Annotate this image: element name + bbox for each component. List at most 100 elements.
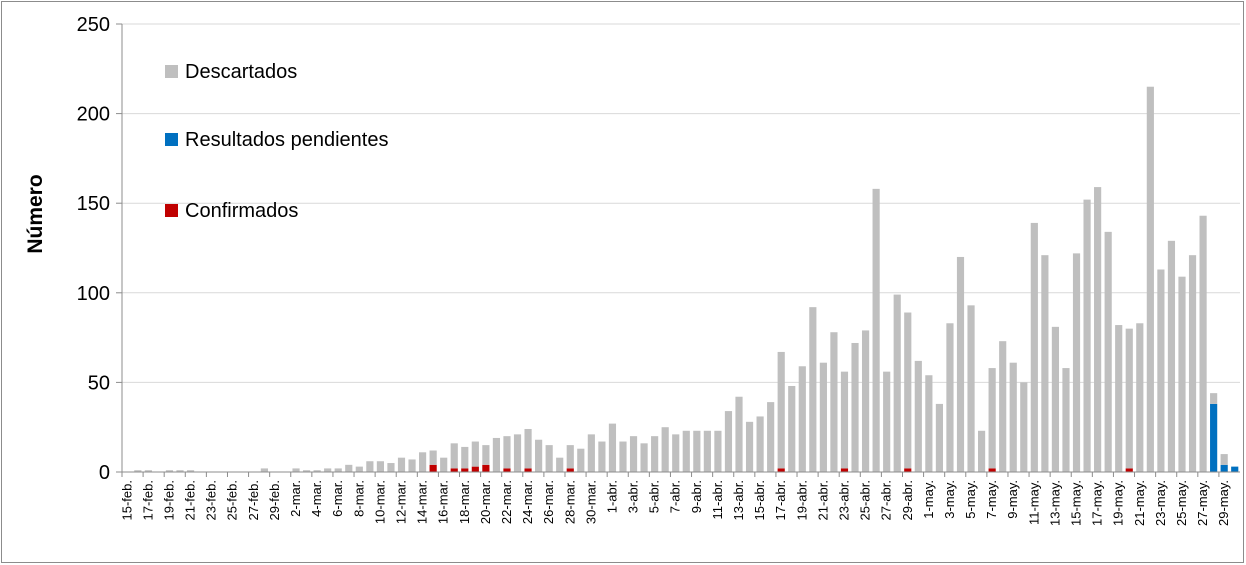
bar-descartados (1125, 328, 1133, 469)
x-tick-label: 23-may. (1153, 480, 1168, 526)
x-tick-label: 7-may. (984, 480, 999, 519)
y-axis-label: Número (24, 174, 47, 253)
bar-descartados (724, 411, 733, 472)
bar-descartados (1136, 323, 1144, 472)
bar-descartados (883, 371, 891, 472)
x-tick-label: 24-mar. (520, 480, 535, 524)
bar-descartados (1115, 325, 1123, 472)
x-tick-label: 14-mar. (415, 480, 430, 524)
x-tick-label: 1-abr. (604, 480, 619, 513)
bar-descartados (1167, 240, 1176, 472)
bar-confirmados (1125, 468, 1133, 472)
bar-descartados (619, 441, 627, 472)
bar-confirmados (450, 468, 458, 472)
bar-confirmados (904, 468, 912, 472)
x-tick-label: 15-feb. (119, 480, 134, 520)
x-tick-label: 19-may. (1111, 480, 1126, 526)
bar-descartados (165, 470, 174, 472)
bar-descartados (376, 461, 384, 472)
x-tick-label: 29-abr. (900, 480, 915, 520)
bar-descartados (999, 341, 1007, 472)
x-tick-label: 29-may. (1216, 480, 1231, 526)
x-tick-label: 17-feb. (140, 480, 155, 520)
x-tick-label: 11-abr. (710, 480, 725, 520)
bar-descartados (840, 371, 849, 469)
bar-descartados (608, 423, 617, 472)
bar-confirmados (482, 464, 490, 472)
x-tick-label: 17-abr. (773, 480, 788, 520)
x-tick-label: 27-may. (1195, 480, 1210, 526)
bar-descartados (788, 385, 796, 472)
bar-descartados (513, 434, 522, 472)
x-tick-label: 27-feb. (246, 480, 261, 520)
x-tick-label: 29-feb. (267, 480, 282, 520)
x-tick-label: 30-mar. (583, 480, 598, 524)
bar-descartados (260, 468, 268, 472)
bar-confirmados (777, 468, 785, 472)
bar-descartados (577, 448, 585, 472)
bar-descartados (345, 464, 353, 472)
x-tick-label: 1-may. (921, 480, 936, 519)
legend-swatch (165, 65, 178, 78)
x-tick-label: 2-mar. (288, 480, 303, 517)
bar-descartados (324, 468, 332, 472)
x-tick-label: 21-feb. (183, 480, 198, 520)
bar-descartados (461, 446, 469, 469)
x-tick-label: 12-mar. (394, 480, 409, 524)
bar-descartados (967, 305, 975, 472)
bar-descartados (1178, 276, 1186, 472)
bar-descartados (946, 323, 954, 472)
bar-descartados (366, 461, 374, 472)
bar-descartados (1094, 187, 1102, 472)
x-tick-label: 16-mar. (436, 480, 451, 524)
x-tick-label: 19-feb. (161, 480, 176, 520)
bar-descartados (1051, 326, 1060, 472)
bar-descartados (682, 430, 690, 472)
bar-descartados (904, 312, 912, 469)
y-tick-label: 250 (77, 14, 110, 36)
x-tick-label: 3-may. (942, 480, 957, 519)
bar-descartados (661, 427, 669, 472)
bar-descartados (861, 330, 870, 472)
bar-confirmados (461, 468, 469, 472)
bar-descartados (302, 470, 311, 472)
x-tick-label: 15-abr. (752, 480, 767, 520)
bar-resultados-pendientes (1220, 464, 1228, 472)
x-tick-label: 25-feb. (225, 480, 240, 520)
bar-descartados (640, 443, 648, 472)
legend: Descartados Resultados pendientes Confirma… (165, 61, 388, 222)
x-tick-label: 18-mar. (457, 480, 472, 524)
bar-descartados (777, 351, 785, 469)
bar-confirmados (429, 464, 437, 472)
y-tick-label: 100 (77, 283, 110, 305)
bar-descartados (978, 430, 986, 472)
x-tick-label: 21-abr. (815, 480, 830, 520)
x-tick-label: 27-abr. (879, 480, 894, 520)
x-tick-label: 3-abr. (626, 480, 641, 513)
x-tick-label: 9-abr. (689, 480, 704, 513)
bar-descartados (988, 368, 996, 469)
bar-descartados (809, 307, 817, 472)
y-tick-label: 200 (77, 104, 110, 126)
bar-descartados (1062, 368, 1070, 472)
legend-swatch (165, 204, 178, 217)
bar-descartados (503, 436, 511, 469)
bar-descartados (1104, 231, 1112, 472)
bar-descartados (914, 360, 922, 472)
bar-descartados (925, 375, 933, 472)
bar-confirmados (840, 468, 849, 472)
bar-descartados (1210, 393, 1218, 404)
x-tick-label: 23-feb. (204, 480, 219, 520)
bar-descartados (292, 468, 300, 472)
bar-descartados (566, 445, 574, 469)
bars (134, 86, 1239, 472)
bar-descartados (598, 441, 606, 472)
y-axis-ticks: 0 50 100 150 200 250 (77, 14, 122, 484)
bar-descartados (134, 470, 142, 472)
x-tick-label: 13-may. (1047, 480, 1062, 526)
bar-descartados (798, 366, 806, 472)
bar-descartados (935, 403, 943, 472)
x-tick-label: 22-mar. (499, 480, 514, 524)
